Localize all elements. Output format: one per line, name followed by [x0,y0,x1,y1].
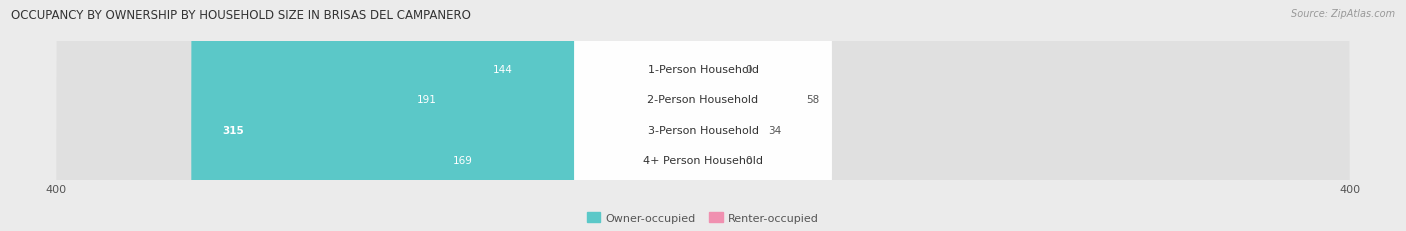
Text: 4+ Person Household: 4+ Person Household [643,156,763,166]
FancyBboxPatch shape [575,0,831,231]
FancyBboxPatch shape [56,0,1350,231]
FancyBboxPatch shape [191,0,706,231]
Text: 0: 0 [745,156,752,166]
Text: 1-Person Household: 1-Person Household [648,64,758,74]
Text: 34: 34 [768,125,780,135]
Text: 58: 58 [807,95,820,105]
Text: Source: ZipAtlas.com: Source: ZipAtlas.com [1291,9,1395,19]
FancyBboxPatch shape [56,0,1350,231]
FancyBboxPatch shape [700,0,799,231]
Text: 0: 0 [745,64,752,74]
Text: 2-Person Household: 2-Person Household [647,95,759,105]
FancyBboxPatch shape [392,0,706,231]
FancyBboxPatch shape [575,0,831,231]
FancyBboxPatch shape [56,0,1350,231]
FancyBboxPatch shape [700,0,738,231]
Text: 169: 169 [453,156,472,166]
Text: 191: 191 [416,95,437,105]
Text: 3-Person Household: 3-Person Household [648,125,758,135]
FancyBboxPatch shape [468,0,706,231]
Text: OCCUPANCY BY OWNERSHIP BY HOUSEHOLD SIZE IN BRISAS DEL CAMPANERO: OCCUPANCY BY OWNERSHIP BY HOUSEHOLD SIZE… [11,9,471,22]
Text: 315: 315 [222,125,245,135]
FancyBboxPatch shape [575,0,831,231]
FancyBboxPatch shape [700,0,738,231]
FancyBboxPatch shape [56,0,1350,231]
FancyBboxPatch shape [700,0,761,231]
FancyBboxPatch shape [575,0,831,231]
Text: 144: 144 [494,64,513,74]
FancyBboxPatch shape [427,0,706,231]
Legend: Owner-occupied, Renter-occupied: Owner-occupied, Renter-occupied [582,208,824,227]
